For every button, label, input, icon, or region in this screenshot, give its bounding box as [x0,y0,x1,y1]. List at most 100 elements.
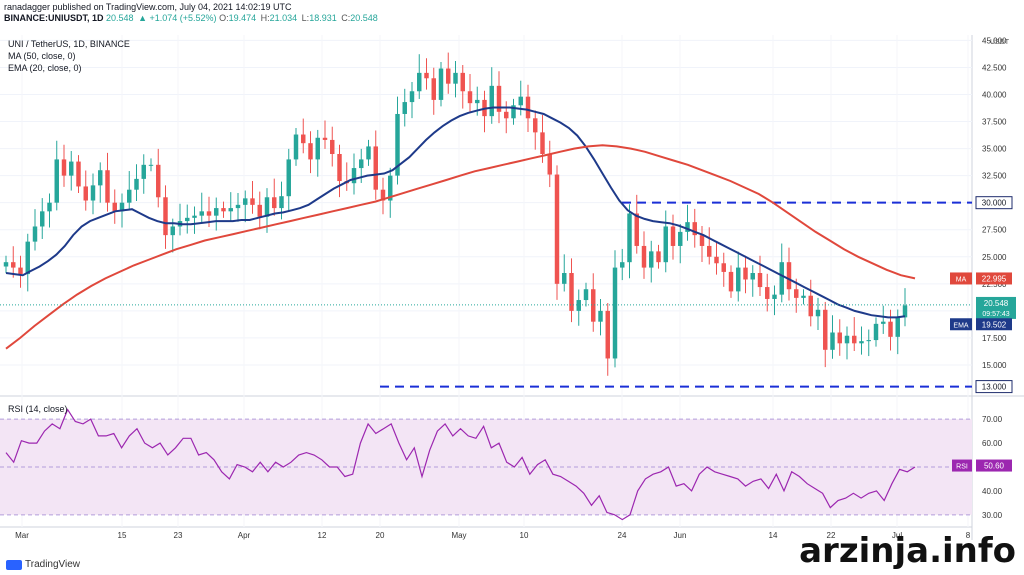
candle-body [192,215,197,218]
candle-body [214,208,219,216]
candle [351,153,357,195]
candle-body [569,273,574,311]
candle-body [736,267,741,292]
candle [105,152,110,212]
candle [32,209,38,251]
candle [714,242,719,275]
candle [83,170,88,211]
candle-body [692,222,697,236]
candle [511,98,516,125]
candle [467,73,473,113]
candle [61,144,67,187]
level-tag [975,196,1013,210]
last-price-label: 20.548 [984,299,1009,308]
currency-label: USDT [990,39,1010,46]
price-tick-label: 32.500 [982,172,1007,181]
time-tick-label: 24 [618,531,627,540]
candle-body [779,262,784,295]
rsi-tick-label: 30.00 [982,511,1003,520]
candle-body [47,202,52,212]
candle [76,155,81,193]
candle-body [409,91,415,103]
candle [431,67,436,115]
candle-body [881,321,886,324]
candle [620,248,625,281]
candle [801,289,806,305]
candle-body [496,85,502,112]
candle-body [685,222,690,232]
candle-body [620,262,625,268]
candle [736,251,741,302]
candle-body [431,78,436,100]
candle [402,88,407,127]
candle [830,315,835,359]
candle-body [627,213,632,263]
candle-body [206,211,212,216]
candle [641,231,647,279]
candle-body [808,295,813,317]
candle-body [721,263,726,272]
candle-body [634,213,639,246]
high-value: 21.034 [269,13,298,23]
candle [409,82,415,119]
candle-body [859,341,864,344]
candle-body [90,185,96,201]
time-tick-label: 22 [827,531,836,540]
candle-body [366,146,371,160]
ma-line [5,144,916,350]
candle-body [525,96,531,119]
level-label: 30.000 [982,199,1007,208]
candle [779,243,784,303]
time-tick-label: 15 [118,531,127,540]
candle-body [866,340,871,342]
candle-body [518,96,523,106]
candle-body [98,170,103,186]
candle [163,185,168,249]
candle [308,131,313,174]
candle-body [25,241,30,275]
candle [583,282,589,307]
candle-body [641,245,647,268]
candle [446,52,451,94]
price-change: ▲ +1.074 (+5.52%) [138,13,217,23]
candle [69,151,74,191]
ma-price-label: 22.995 [982,274,1007,283]
candle-body [823,309,828,350]
low-value: 18.931 [309,13,337,23]
candles [3,52,908,376]
candle-body [264,197,270,217]
watermark: arzinja.info [799,531,1016,571]
time-tick-label: 20 [376,531,385,540]
candle-body [830,332,835,350]
candle [257,191,262,230]
ema-tag-name [950,318,972,331]
candle-body [540,132,545,154]
rsi-tag-name [952,459,972,472]
price-tick-label: 35.000 [982,145,1007,154]
candle-body [902,305,908,318]
candle-body [61,159,67,176]
candle-body [330,139,335,154]
candle-body [743,267,748,280]
candle-body [576,300,581,311]
candle-body [605,310,610,359]
candle-body [322,137,328,140]
candle [330,126,335,167]
candle-body [489,85,494,117]
candle [576,289,581,326]
candle [134,164,139,201]
candle [772,285,777,316]
price-tick-label: 37.500 [982,118,1007,127]
rsi-line [5,408,916,521]
candle [214,197,219,231]
candle-body [156,164,161,198]
candle [453,60,458,98]
candle-body [18,267,23,275]
candle [786,247,792,301]
candle-body [228,208,233,212]
symbol-name: BINANCE:UNIUSDT, 1D [4,13,104,23]
candle-body [554,174,560,284]
symbol-ohlc-line: BINANCE:UNIUSDT, 1D 20.548 ▲ +1.074 (+5.… [4,13,378,23]
candle [373,130,378,200]
